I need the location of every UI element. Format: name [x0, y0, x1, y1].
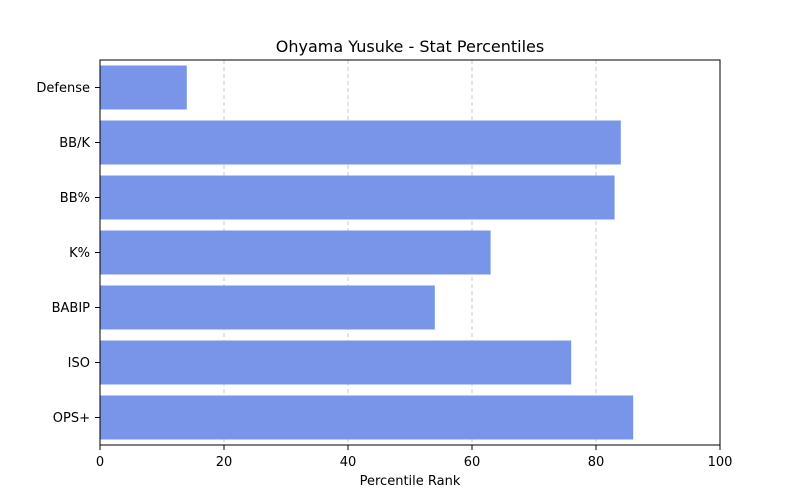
x-axis: 0 20 40 60 80 100	[96, 445, 733, 470]
x-tick-label: 40	[340, 455, 357, 470]
y-tick-label: Defense	[36, 81, 90, 96]
x-axis-label: Percentile Rank	[360, 474, 461, 489]
x-tick-label: 60	[464, 455, 481, 470]
bar-iso	[100, 340, 572, 385]
y-tick-label: OPS+	[53, 411, 90, 426]
x-tick-label: 80	[588, 455, 605, 470]
bar-bb	[100, 175, 615, 220]
bar-babip	[100, 285, 435, 330]
y-tick-label: K%	[69, 246, 90, 261]
y-tick-label: BABIP	[52, 301, 91, 316]
x-tick-label: 0	[96, 455, 104, 470]
y-tick-label: BB/K	[59, 136, 90, 151]
bar-defense	[100, 65, 187, 110]
bars	[100, 65, 634, 440]
y-tick-label: ISO	[68, 356, 90, 371]
x-tick-label: 100	[708, 455, 733, 470]
y-axis: Defense BB/K BB% K% BABIP ISO OPS+	[36, 81, 100, 426]
bar-bb-k	[100, 120, 621, 165]
chart-title: Ohyama Yusuke - Stat Percentiles	[276, 37, 544, 56]
x-tick-label: 20	[216, 455, 233, 470]
bar-k	[100, 230, 491, 275]
y-tick-label: BB%	[60, 191, 90, 206]
bar-ops	[100, 395, 634, 440]
